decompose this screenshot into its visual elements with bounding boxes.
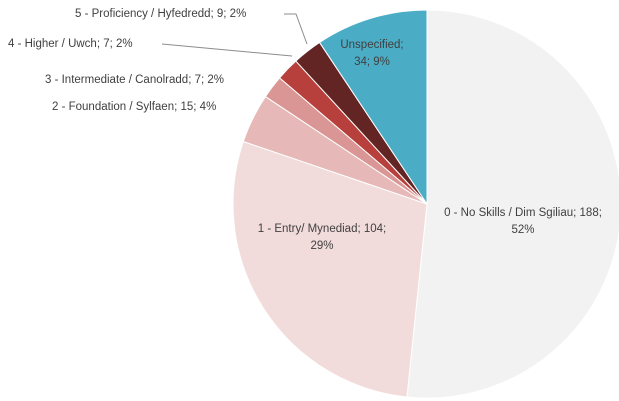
data-label-line: 5 - Proficiency / Hyfedredd; 9; 2% (75, 8, 246, 20)
data-label-line: 34; 9% (354, 56, 390, 68)
leader-line (284, 13, 308, 45)
pie-slice (318, 9, 428, 206)
data-label-line: 0 - No Skills / Dim Sgiliau; 188; (444, 207, 602, 219)
data-label: 3 - Intermediate / Canolradd; 7; 2% (45, 74, 224, 86)
data-label-line: Unspecified; (340, 39, 403, 51)
data-label-line: 3 - Intermediate / Canolradd; 7; 2% (45, 74, 224, 86)
data-label: 2 - Foundation / Sylfaen; 15; 4% (52, 101, 216, 113)
data-label: 1 - Entry/ Mynediad; 104; 29% (258, 223, 386, 252)
data-label-line: 29% (310, 240, 333, 252)
data-label-line: 52% (511, 224, 534, 236)
data-label: 4 - Higher / Uwch; 7; 2% (8, 38, 133, 50)
pie-slice (232, 140, 428, 398)
data-label: 5 - Proficiency / Hyfedredd; 9; 2% (75, 8, 246, 20)
data-label-line: 2 - Foundation / Sylfaen; 15; 4% (52, 101, 216, 113)
data-label-line: 4 - Higher / Uwch; 7; 2% (8, 38, 133, 50)
pie-slice (406, 9, 619, 399)
data-label-line: 1 - Entry/ Mynediad; 104; (258, 223, 386, 235)
data-label: Unspecified; 34; 9% (340, 39, 403, 68)
data-label: 0 - No Skills / Dim Sgiliau; 188; 52% (444, 207, 602, 236)
leader-line (161, 43, 293, 57)
